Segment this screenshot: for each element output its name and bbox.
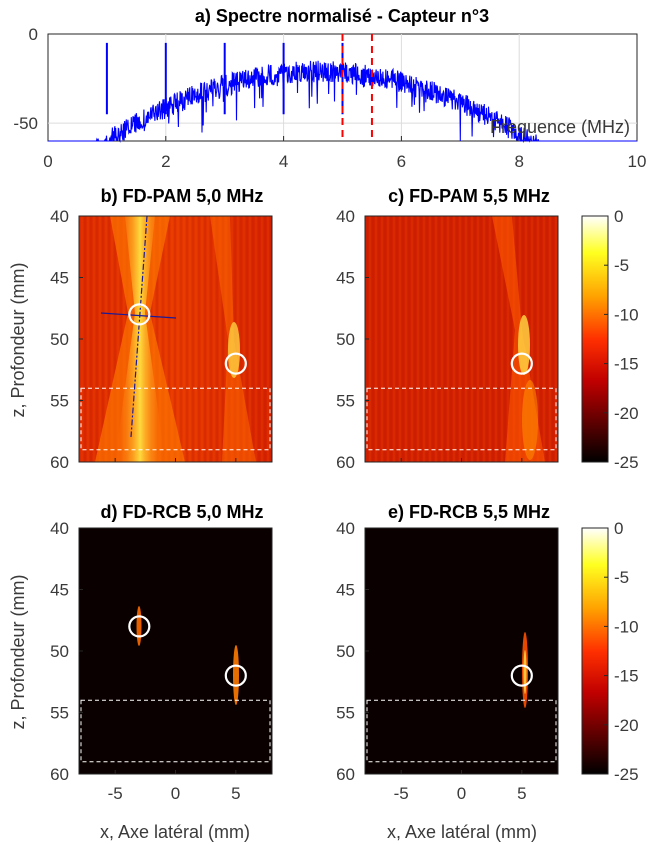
panel-b-beam-pattern (95, 216, 256, 462)
colorbar-tick-label: -25 (614, 453, 639, 472)
panel-c-beam-pattern (492, 216, 545, 462)
colorbar-tick-label: -5 (614, 256, 629, 275)
spectrum-xtick-label: 6 (397, 152, 406, 171)
heatmap-panel-b: b) FD-PAM 5,0 MHz (78, 186, 273, 463)
colorbar-tick-label: -10 (614, 617, 639, 636)
depth-tick-label: 45 (50, 581, 69, 600)
panel-e-spot-core (523, 650, 527, 694)
spectrum-ytick-label: 0 (29, 25, 38, 44)
colorbar-bottom-ticks: 0 -5 -10 -15 -20 -25 (604, 519, 639, 784)
target-circle (510, 664, 533, 687)
spectrum-ytick-label: -50 (13, 114, 38, 133)
heatmap-panel-e: e) FD-RCB 5,5 MHz (364, 502, 559, 775)
colorbar-top-ticks: 0 -5 -10 -15 -20 -25 (604, 207, 639, 472)
depth-tick-label: 40 (50, 207, 69, 226)
depth-tick-label: 45 (336, 269, 355, 288)
spectrum-xtick-label: 10 (628, 152, 647, 171)
target-circle (510, 352, 533, 375)
depth-tick-label: 45 (336, 581, 355, 600)
heatmap-panel-d: d) FD-RCB 5,0 MHz (78, 502, 273, 775)
colorbar-tick-label: -10 (614, 305, 639, 324)
roi-box (80, 699, 271, 763)
panel-d-background (79, 528, 272, 774)
depth-tick-label: 55 (50, 392, 69, 411)
heatmap-panel-c: c) FD-PAM 5,5 MHz (364, 186, 559, 463)
spectrum-xtick-label: 2 (161, 152, 170, 171)
target-circle (128, 615, 151, 638)
panel-e-background (365, 528, 558, 774)
spectrum-xtick-label: 4 (279, 152, 288, 171)
colorbar-bottom: 0 -5 -10 -15 -20 -25 (581, 519, 639, 784)
colorbar-top: 0 -5 -10 -15 -20 -25 (581, 207, 639, 472)
colorbar-tick-label: -15 (614, 667, 639, 686)
depth-tick-label: 55 (50, 704, 69, 723)
lateral-tick-label: 0 (171, 784, 180, 803)
depth-tick-label: 40 (50, 519, 69, 538)
depth-tick-label: 40 (336, 519, 355, 538)
xlabel-left: x, Axe latéral (mm) (100, 822, 250, 842)
lateral-tick-label: 5 (231, 784, 240, 803)
spectrum-series (48, 42, 637, 144)
colorbar-tick-label: -20 (614, 404, 639, 423)
lateral-tick-label: -5 (108, 784, 123, 803)
depth-tick-label: 50 (336, 642, 355, 661)
depth-tick-label: 55 (336, 704, 355, 723)
panel-e-title: e) FD-RCB 5,5 MHz (388, 502, 550, 522)
panel-b-axis-line (130, 215, 148, 438)
spectrum-yticks: 0 -50 (13, 25, 38, 133)
target-circle (128, 303, 151, 326)
lateral-tick-label: 0 (457, 784, 466, 803)
frequency-markers (341, 34, 373, 141)
colorbar-tick-label: -15 (614, 355, 639, 374)
colorbar-tick-label: -20 (614, 716, 639, 735)
colorbar-bottom-gradient (581, 527, 609, 775)
lateral-tick-label: 5 (517, 784, 526, 803)
spectrum-xlabel: Frequence (MHz) (490, 117, 630, 137)
depth-tick-label: 60 (336, 453, 355, 472)
spectrum-xtick-label: 0 (43, 152, 52, 171)
target-circle (224, 664, 247, 687)
depth-tick-label: 50 (336, 330, 355, 349)
spectrum-xtick-label: 8 (514, 152, 523, 171)
target-circle (224, 352, 247, 375)
panel-b-title: b) FD-PAM 5,0 MHz (101, 186, 264, 206)
depth-tick-label: 60 (336, 765, 355, 784)
panel-d-spot-2 (233, 645, 239, 705)
depth-tick-label: 55 (336, 392, 355, 411)
roi-box (366, 387, 557, 451)
xlabel-right: x, Axe latéral (mm) (387, 822, 537, 842)
ylabel-top: z, Profondeur (mm) (8, 262, 28, 417)
colorbar-tick-label: 0 (614, 207, 623, 226)
panel-c-title: c) FD-PAM 5,5 MHz (388, 186, 550, 206)
depth-tick-label: 60 (50, 453, 69, 472)
lateral-tick-label: -5 (394, 784, 409, 803)
ylabel-bottom: z, Profondeur (mm) (8, 574, 28, 729)
depth-tick-label: 50 (50, 642, 69, 661)
panel-b-cross-line (100, 312, 177, 319)
depth-tick-label: 40 (336, 207, 355, 226)
colorbar-tick-label: -25 (614, 765, 639, 784)
depth-tick-label: 45 (50, 269, 69, 288)
roi-box (366, 699, 557, 763)
colorbar-top-gradient (581, 215, 609, 463)
spectrum-xticks: 0 2 4 6 8 10 (43, 136, 646, 171)
spectrum-panel: a) Spectre normalisé - Capteur n°3 0 2 4 6 8… (13, 6, 646, 171)
depth-tick-label: 60 (50, 765, 69, 784)
depth-tick-label: 50 (50, 330, 69, 349)
panel-d-title: d) FD-RCB 5,0 MHz (101, 502, 264, 522)
spectrum-title: a) Spectre normalisé - Capteur n°3 (195, 6, 489, 26)
colorbar-tick-label: -5 (614, 568, 629, 587)
panel-d-spot-1 (136, 606, 142, 646)
roi-box (80, 387, 271, 451)
colorbar-tick-label: 0 (614, 519, 623, 538)
